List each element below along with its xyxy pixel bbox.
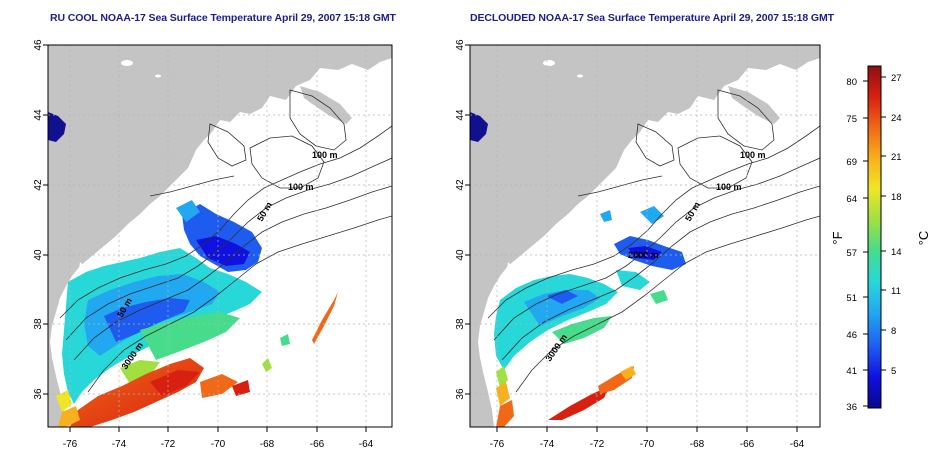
x-tick-label: -68 bbox=[690, 439, 705, 450]
y-tick-label: 40 bbox=[455, 249, 466, 261]
colorbar-f-tick: 46 bbox=[846, 330, 857, 341]
x-tick-label: -74 bbox=[540, 439, 555, 450]
contour-label: 100 m bbox=[716, 182, 742, 192]
y-tick-label: 36 bbox=[33, 388, 44, 400]
colorbar-c-tick: 21 bbox=[891, 152, 902, 163]
contour-label: 2800 m bbox=[628, 250, 659, 260]
y-tick-label: 38 bbox=[455, 318, 466, 330]
colorbar-c-tick: 14 bbox=[891, 247, 902, 258]
left-x-tick-labels: -76 -74 -72 -70 -68 -66 -64 bbox=[63, 439, 374, 450]
colorbar-c-tick: 8 bbox=[891, 326, 896, 337]
x-tick-label: -70 bbox=[640, 439, 655, 450]
y-tick-label: 44 bbox=[455, 109, 466, 121]
right-y-tick-labels: 46 44 42 40 38 36 bbox=[455, 39, 466, 400]
right-axis-ticks bbox=[465, 44, 798, 432]
x-tick-label: -70 bbox=[211, 439, 226, 450]
y-tick-label: 42 bbox=[455, 179, 466, 191]
x-tick-label: -72 bbox=[161, 439, 176, 450]
grid-lines bbox=[48, 45, 392, 427]
lake bbox=[121, 60, 133, 66]
colorbar-c-tick: 24 bbox=[891, 113, 902, 124]
colorbar-c-tick: 5 bbox=[891, 366, 896, 377]
colorbar-celsius-label: °C bbox=[916, 231, 931, 246]
bathymetry-contours bbox=[487, 89, 820, 393]
x-tick-label: -66 bbox=[740, 439, 755, 450]
contour-label: 100 m bbox=[312, 150, 338, 160]
land-mass bbox=[470, 45, 820, 427]
right-x-tick-labels: -76 -74 -72 -70 -68 -66 -64 bbox=[490, 439, 805, 450]
left-panel-title: RU COOL NOAA-17 Sea Surface Temperature … bbox=[50, 12, 396, 24]
x-tick-label: -72 bbox=[590, 439, 605, 450]
colorbar-fahrenheit-label: °F bbox=[830, 231, 845, 244]
colorbar-f-labels: 80 75 69 64 57 51 46 41 36 bbox=[846, 77, 857, 413]
y-tick-label: 36 bbox=[455, 388, 466, 400]
y-tick-label: 40 bbox=[33, 249, 44, 261]
colorbar-c-ticks bbox=[881, 76, 886, 371]
y-tick-label: 38 bbox=[33, 318, 44, 330]
colorbar-f-tick: 64 bbox=[846, 194, 857, 205]
x-tick-label: -74 bbox=[112, 439, 127, 450]
x-tick-label: -76 bbox=[490, 439, 505, 450]
colorbar-f-ticks bbox=[863, 80, 868, 407]
bathymetry-contours bbox=[59, 89, 392, 393]
colorbar-f-tick: 57 bbox=[846, 248, 857, 259]
right-panel-title: DECLOUDED NOAA-17 Sea Surface Temperatur… bbox=[470, 12, 834, 24]
colorbar-f-tick: 36 bbox=[846, 402, 857, 413]
y-tick-label: 46 bbox=[33, 39, 44, 51]
colorbar-f-tick: 41 bbox=[846, 366, 857, 377]
y-tick-label: 42 bbox=[33, 179, 44, 191]
right-plot-frame bbox=[469, 44, 821, 428]
y-tick-label: 46 bbox=[455, 39, 466, 51]
right-map: 100 m 100 m 50 m 2800 m 3000 m bbox=[470, 45, 820, 427]
left-plot-frame bbox=[47, 44, 393, 428]
left-y-tick-labels: 46 44 42 40 38 36 bbox=[33, 39, 44, 400]
colorbar-f-tick: 80 bbox=[846, 77, 857, 88]
x-tick-label: -76 bbox=[63, 439, 78, 450]
colorbar-c-labels: 27 24 21 18 14 11 8 5 bbox=[891, 73, 902, 377]
colorbar-ramp bbox=[867, 65, 882, 409]
x-tick-label: -68 bbox=[260, 439, 275, 450]
x-tick-label: -64 bbox=[790, 439, 805, 450]
colorbar-c-tick: 18 bbox=[891, 192, 902, 203]
colorbar-f-tick: 69 bbox=[846, 157, 857, 168]
colorbar-f-tick: 51 bbox=[846, 293, 857, 304]
x-tick-label: -66 bbox=[310, 439, 325, 450]
colorbar-c-tick: 11 bbox=[891, 286, 901, 297]
contour-label: 100 m bbox=[740, 150, 766, 160]
lake-blue bbox=[470, 112, 488, 142]
lake bbox=[577, 74, 583, 78]
x-tick-label: -64 bbox=[359, 439, 374, 450]
lake bbox=[543, 60, 555, 66]
land-mass bbox=[48, 45, 392, 427]
lake-blue bbox=[48, 112, 66, 142]
contour-label: 100 m bbox=[288, 182, 314, 192]
y-tick-label: 44 bbox=[33, 109, 44, 121]
colorbar: 80 75 69 64 57 51 46 41 36 27 24 21 18 1… bbox=[830, 65, 931, 413]
colorbar-c-tick: 27 bbox=[891, 73, 902, 84]
grid-lines bbox=[470, 45, 820, 427]
colorbar-f-tick: 75 bbox=[846, 114, 857, 125]
left-map: 100 m 100 m 50 m 50 m 3000 m bbox=[48, 45, 392, 427]
lake bbox=[155, 74, 161, 78]
left-axis-ticks bbox=[43, 44, 367, 432]
